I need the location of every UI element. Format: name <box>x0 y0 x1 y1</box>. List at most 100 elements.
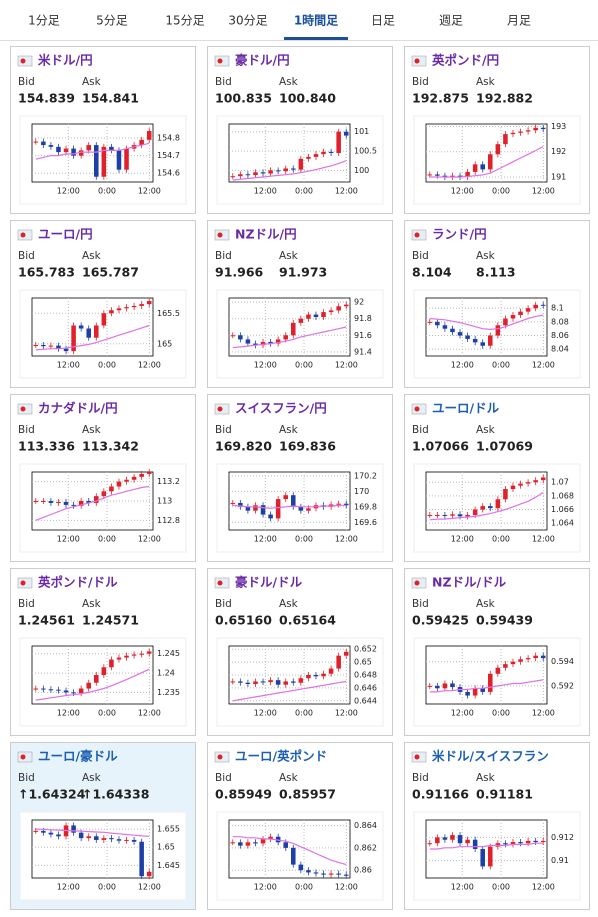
candle-body <box>41 501 46 502</box>
candle-body <box>328 310 334 313</box>
pair-name[interactable]: スイスフラン/円 <box>235 401 327 416</box>
tab[interactable]: 日足 <box>371 14 395 28</box>
flag-mark <box>20 580 26 586</box>
candle-body <box>33 688 39 690</box>
tab[interactable]: 15分足 <box>165 14 204 28</box>
ask-label: Ask <box>476 598 496 610</box>
candle-body <box>41 141 46 146</box>
ask-label: Ask <box>82 424 102 436</box>
y-tick-label: 170.2 <box>354 471 377 480</box>
tab[interactable]: 5分足 <box>96 14 128 28</box>
x-tick-label: 12:00 <box>57 361 80 370</box>
bid-label: Bid <box>215 76 232 88</box>
candle-body <box>442 514 448 516</box>
candle-body <box>533 127 538 131</box>
candle-body <box>56 689 61 691</box>
candle-body <box>298 158 304 170</box>
x-tick-label: 12:00 <box>138 361 161 370</box>
candle-body <box>139 653 144 655</box>
candle-body <box>298 678 304 683</box>
ask-value: 100.840 <box>279 91 336 106</box>
y-tick-label: 113 <box>157 497 172 506</box>
ask-value: 91.973 <box>279 265 327 280</box>
candle-body <box>457 175 463 177</box>
plot-area <box>228 297 351 357</box>
x-tick-label: 0:00 <box>295 883 313 892</box>
candle-body <box>533 304 538 309</box>
pair-name[interactable]: 英ポンド/円 <box>432 53 499 68</box>
candle-body <box>146 651 152 654</box>
candle-body <box>313 154 319 157</box>
tab[interactable]: 週足 <box>439 14 463 28</box>
tab[interactable]: 30分足 <box>228 14 267 28</box>
y-tick-label: 91.4 <box>354 347 372 356</box>
plot-area <box>425 819 548 879</box>
x-tick-label: 12:00 <box>451 535 474 544</box>
candle-body <box>131 476 137 480</box>
candle-body <box>435 321 440 326</box>
y-tick-label: 0.652 <box>354 645 377 654</box>
pair-name[interactable]: NZドル/円 <box>235 227 297 242</box>
pair-name[interactable]: 豪ドル/ドル <box>235 575 303 590</box>
pair-name[interactable]: ユーロ/豪ドル <box>38 749 118 764</box>
y-tick-label: 1.24 <box>157 669 175 678</box>
pair-name[interactable]: ランド/円 <box>432 227 487 242</box>
candle-body <box>131 654 137 656</box>
y-tick-label: 100 <box>354 166 369 175</box>
ask-label: Ask <box>279 772 299 784</box>
pair-name[interactable]: ユーロ/英ポンド <box>235 749 327 764</box>
candle-body <box>109 486 114 492</box>
ask-label: Ask <box>476 772 496 784</box>
candle-body <box>124 479 129 482</box>
tab[interactable]: 1時間足 <box>294 13 338 28</box>
chart-frame <box>19 463 187 553</box>
pair-name[interactable]: カナダドル/円 <box>38 401 118 416</box>
moving-average <box>35 828 150 837</box>
candle-body <box>488 846 493 867</box>
flag-mark <box>20 406 26 412</box>
y-tick-label: 154.6 <box>157 169 180 178</box>
candle-body <box>457 332 463 336</box>
tab[interactable]: 1分足 <box>28 14 60 28</box>
candle-body <box>472 688 478 696</box>
x-tick-label: 0:00 <box>295 535 313 544</box>
y-tick-label: 165 <box>157 339 172 348</box>
pair-name[interactable]: 米ドル/スイスフラン <box>431 749 549 764</box>
candle-body <box>268 836 273 839</box>
pair-name[interactable]: ユーロ/ドル <box>432 401 500 416</box>
candle-body <box>435 837 440 844</box>
ask-value: 169.836 <box>279 439 336 454</box>
x-tick-label: 0:00 <box>98 361 116 370</box>
candle-body <box>328 668 334 674</box>
x-tick-label: 12:00 <box>138 535 161 544</box>
flag-mark <box>414 406 420 412</box>
candle-body <box>518 659 523 662</box>
candle-body <box>343 131 349 136</box>
candle-body <box>495 667 501 674</box>
plot-area <box>425 297 548 357</box>
candle-body <box>260 505 266 515</box>
candle-body <box>510 485 516 490</box>
pair-name[interactable]: 豪ドル/円 <box>235 53 290 68</box>
candle-body <box>230 335 236 337</box>
pair-name[interactable]: NZドル/ドル <box>432 575 507 590</box>
ask-label: Ask <box>476 424 496 436</box>
y-tick-label: 0.862 <box>354 843 377 852</box>
x-tick-label: 12:00 <box>451 361 474 370</box>
bid-label: Bid <box>18 772 35 784</box>
y-tick-label: 169.8 <box>354 502 377 511</box>
pair-name[interactable]: 米ドル/円 <box>37 53 93 68</box>
y-tick-label: 100.5 <box>354 147 377 156</box>
x-tick-label: 12:00 <box>451 883 474 892</box>
candle-body <box>260 681 266 683</box>
candle-body <box>525 130 531 132</box>
y-tick-label: 1.066 <box>551 505 574 514</box>
pair-name[interactable]: 英ポンド/ドル <box>38 575 118 590</box>
candle-body <box>291 847 296 865</box>
tab[interactable]: 月足 <box>507 14 531 28</box>
pair-name[interactable]: ユーロ/円 <box>38 227 93 242</box>
candle-body <box>260 838 266 844</box>
moving-average <box>232 680 347 702</box>
candle-body <box>283 495 288 500</box>
candle-body <box>245 842 251 846</box>
